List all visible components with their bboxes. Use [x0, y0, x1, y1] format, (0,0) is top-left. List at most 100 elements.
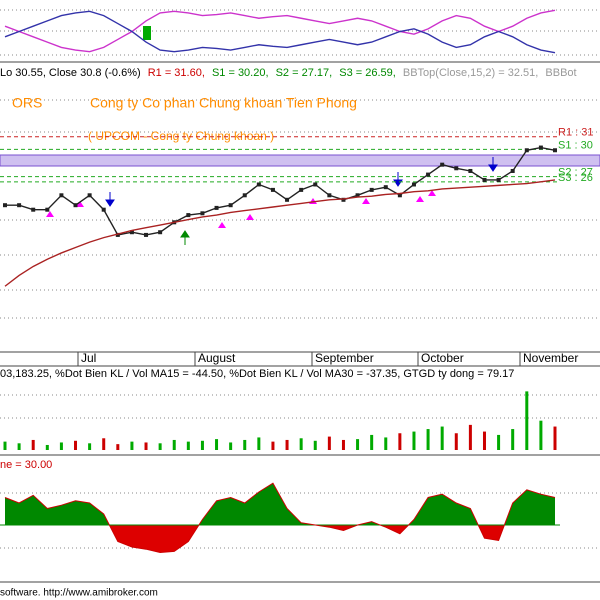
price-point	[242, 193, 247, 198]
volume-bar	[313, 440, 317, 450]
volume-bar	[31, 439, 35, 450]
series-line	[4, 9, 556, 53]
month-label: October	[421, 351, 464, 365]
volume-bar	[215, 439, 219, 450]
price-point	[285, 197, 290, 202]
x-axis: Jul August September October November	[77, 351, 578, 366]
volume-bar	[271, 441, 275, 450]
volume-bar	[482, 431, 486, 450]
volume-bar	[426, 429, 430, 450]
month-label: August	[198, 351, 236, 365]
volume-bar	[553, 426, 557, 450]
volume-bar	[285, 439, 289, 450]
volume-bar	[45, 444, 49, 450]
osc-area	[5, 525, 555, 553]
volume-bar	[370, 434, 374, 450]
price-point	[538, 145, 543, 150]
price-point	[369, 187, 374, 192]
price-point	[31, 207, 36, 212]
price-point	[383, 185, 388, 190]
volume-bar	[102, 438, 106, 450]
price-point	[17, 203, 22, 208]
price-point	[553, 148, 557, 153]
level-label: S1 : 30	[558, 139, 593, 151]
volume-bar	[341, 439, 345, 450]
footer: software. http://www.amibroker.com	[0, 588, 158, 599]
price-point	[59, 193, 64, 198]
bbtop: BBTop(Close,15,2) = 32.51,	[403, 67, 538, 79]
volume-header: 03,183.25, %Dot Bien KL / Vol MA15 = -44…	[0, 368, 514, 380]
s1: S1 = 30.20,	[212, 67, 269, 79]
volume-bar	[17, 443, 21, 450]
volume-bar	[186, 441, 190, 450]
price-point	[214, 205, 219, 210]
month-label: Jul	[81, 351, 96, 365]
company: Cong ty Co phan Chung khoan Tien Phong	[90, 95, 357, 111]
volume-bar	[172, 439, 176, 450]
volume-bar	[412, 431, 416, 450]
price-point	[313, 182, 318, 187]
quote-line: Lo 30.55, Close 30.8 (-0.6%) R1 = 31.60,…	[0, 67, 577, 79]
price-point	[440, 162, 445, 167]
price-point	[73, 203, 78, 208]
month-label: September	[315, 351, 374, 365]
price-point	[129, 230, 134, 235]
volume-bar	[257, 437, 261, 450]
series-line	[4, 10, 556, 54]
price-point	[3, 203, 7, 208]
price-point	[115, 232, 120, 237]
volume-bar	[200, 440, 204, 450]
price-point	[200, 211, 205, 216]
osc-line	[4, 482, 556, 554]
signal-arrows	[46, 157, 498, 245]
ticker: ORS	[12, 95, 42, 111]
volume-bar	[356, 439, 360, 450]
level-label: S3 : 26	[558, 172, 593, 184]
bbbot: BBBot	[545, 67, 576, 79]
price-point	[482, 177, 487, 182]
osc-header: ne = 30.00	[0, 459, 52, 471]
volume-bar	[158, 443, 162, 450]
month-label: November	[523, 351, 578, 365]
price-point	[144, 232, 149, 237]
volume-bar	[74, 440, 78, 450]
volume-bar	[327, 436, 331, 450]
price-point	[355, 193, 360, 198]
price-point	[270, 187, 275, 192]
resistance-band	[0, 154, 600, 167]
price-point	[454, 166, 459, 171]
volume-bar	[144, 442, 148, 450]
price-point	[299, 187, 304, 192]
price-point	[101, 207, 106, 212]
price-point	[496, 177, 501, 182]
price-point	[45, 207, 50, 212]
price-point	[158, 230, 163, 235]
volume-bar	[440, 426, 444, 450]
price-point	[397, 193, 402, 198]
s2: S2 = 27.17,	[276, 67, 333, 79]
grid	[0, 9, 600, 549]
exchange: ( UPCOM - Cong ty Chung khoan )	[88, 129, 274, 143]
series-line	[5, 146, 556, 236]
volume-bar	[59, 442, 63, 450]
volume-bar	[116, 444, 120, 450]
volume-bar	[88, 443, 92, 450]
price-point	[524, 148, 529, 153]
signal-marker	[143, 26, 151, 40]
price-point	[341, 197, 346, 202]
r1: R1 = 31.60,	[148, 67, 205, 79]
price-point	[87, 193, 92, 198]
price-point	[186, 213, 191, 218]
volume-bar	[454, 433, 458, 450]
volume-bar	[130, 441, 134, 450]
volume-bar	[525, 391, 529, 450]
volume-bar	[243, 439, 247, 450]
volume-bar	[511, 429, 515, 450]
volume-bar	[497, 434, 501, 450]
level-label: S2 : 27	[558, 167, 593, 179]
series-line	[4, 179, 556, 287]
volume-bar	[384, 437, 388, 450]
volume-bar	[468, 424, 472, 450]
price-point	[468, 168, 473, 173]
